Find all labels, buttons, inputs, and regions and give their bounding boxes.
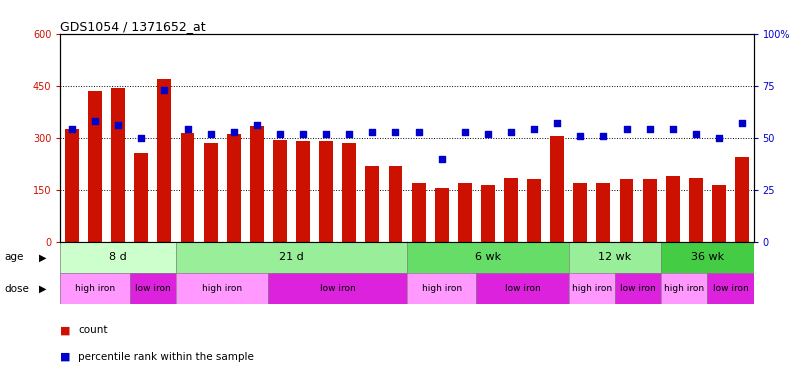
Point (135, 135, 147, 141)
Bar (661, 242, 754, 273)
Bar (204, 143, 218, 242)
Bar (569, 242, 661, 273)
Bar (176, 273, 268, 304)
Point (505, 129, 517, 135)
Bar (573, 183, 588, 242)
Bar (60, 242, 176, 273)
Text: low iron: low iron (320, 284, 355, 293)
Text: ▶: ▶ (39, 284, 46, 294)
Point (251, 122, 264, 128)
Bar (296, 141, 310, 242)
Point (297, 130, 310, 136)
Bar (735, 157, 749, 242)
Text: 21 d: 21 d (279, 252, 304, 262)
Point (597, 133, 610, 139)
Point (320, 130, 333, 136)
Point (227, 129, 240, 135)
Bar (319, 141, 333, 242)
Bar (250, 126, 264, 242)
Bar (407, 273, 476, 304)
Text: 8 d: 8 d (110, 252, 127, 262)
Point (689, 130, 702, 136)
Bar (712, 184, 726, 242)
Bar (388, 166, 402, 242)
Text: percentile rank within the sample: percentile rank within the sample (78, 352, 254, 362)
Bar (527, 180, 541, 242)
Bar (176, 242, 407, 273)
Bar (365, 166, 380, 242)
Bar (481, 184, 495, 242)
Bar (642, 180, 657, 242)
Point (273, 130, 286, 136)
Point (181, 126, 194, 132)
Bar (181, 133, 194, 242)
Point (158, 87, 171, 93)
Bar (88, 91, 102, 242)
Text: ■: ■ (60, 326, 71, 335)
Bar (666, 176, 679, 242)
Point (389, 129, 402, 135)
Bar (615, 273, 661, 304)
Text: dose: dose (4, 284, 29, 294)
Text: low iron: low iron (620, 284, 656, 293)
Bar (226, 134, 241, 242)
Point (481, 130, 494, 136)
Bar (135, 153, 148, 242)
Text: low iron: low iron (713, 284, 749, 293)
Point (204, 130, 217, 136)
Point (343, 130, 355, 136)
Text: low iron: low iron (505, 284, 541, 293)
Text: high iron: high iron (571, 284, 612, 293)
Point (574, 133, 587, 139)
Point (412, 129, 425, 135)
Bar (343, 143, 356, 242)
Bar (550, 136, 564, 242)
Point (736, 120, 749, 126)
Point (713, 135, 725, 141)
Bar (620, 180, 634, 242)
Point (643, 126, 656, 132)
Bar (65, 129, 79, 242)
Point (65, 126, 78, 132)
Text: high iron: high iron (422, 284, 462, 293)
Bar (596, 183, 610, 242)
Bar (412, 183, 426, 242)
Bar (157, 79, 172, 242)
Text: GDS1054 / 1371652_at: GDS1054 / 1371652_at (60, 20, 206, 33)
Bar (434, 188, 449, 242)
Text: high iron: high iron (664, 284, 704, 293)
Bar (407, 242, 569, 273)
Bar (708, 273, 754, 304)
Text: high iron: high iron (202, 284, 243, 293)
Bar (273, 140, 287, 242)
Text: low iron: low iron (135, 284, 171, 293)
Text: ▶: ▶ (39, 252, 46, 262)
Point (112, 122, 125, 128)
Point (366, 129, 379, 135)
Bar (569, 273, 615, 304)
Bar (111, 87, 125, 242)
Text: high iron: high iron (75, 284, 115, 293)
Bar (504, 178, 518, 242)
Bar (458, 183, 472, 242)
Bar (268, 273, 407, 304)
Text: 12 wk: 12 wk (598, 252, 632, 262)
Text: ■: ■ (60, 352, 71, 362)
Bar (689, 178, 703, 242)
Point (435, 156, 448, 162)
Text: count: count (78, 326, 108, 335)
Point (620, 126, 633, 132)
Point (550, 120, 563, 126)
Bar (130, 273, 176, 304)
Point (89, 118, 102, 124)
Point (528, 126, 541, 132)
Text: 6 wk: 6 wk (475, 252, 501, 262)
Bar (661, 273, 708, 304)
Text: age: age (4, 252, 23, 262)
Bar (476, 273, 569, 304)
Bar (60, 273, 130, 304)
Point (667, 126, 679, 132)
Point (459, 129, 472, 135)
Text: 36 wk: 36 wk (691, 252, 724, 262)
